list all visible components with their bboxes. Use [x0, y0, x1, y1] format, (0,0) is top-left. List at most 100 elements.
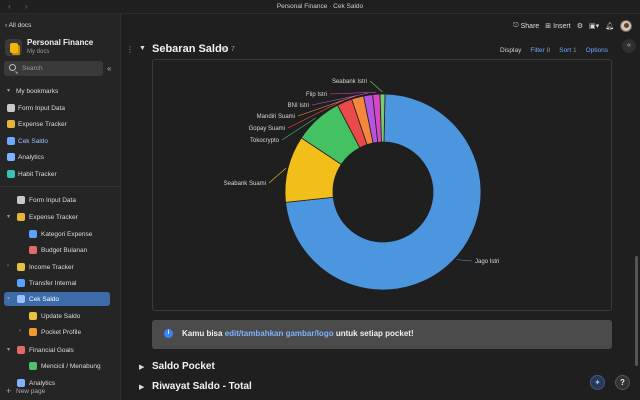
settings-icon[interactable]: ⚙	[576, 23, 583, 30]
leader-line	[329, 91, 377, 95]
view-toolbar: Display Filter 8 Sort 1 Options	[500, 47, 608, 54]
filter-label: Filter	[530, 47, 545, 54]
leader-line	[311, 92, 368, 106]
sort-button[interactable]: Sort 1	[559, 47, 576, 54]
avatar[interactable]	[620, 20, 632, 32]
window-title: Personal Finance · Cek Saldo	[276, 3, 364, 10]
sort-count: 1	[572, 47, 577, 54]
calendar-icon	[29, 246, 37, 254]
insert-button[interactable]: ⊞ Insert	[545, 22, 570, 31]
sidebar-page-label: Mencicil / Menabung	[41, 362, 101, 370]
options-button[interactable]: Options	[585, 47, 608, 54]
chevron-icon[interactable]: ▾	[7, 296, 11, 302]
pie-slice[interactable]	[379, 93, 386, 143]
sidebar-page-label: Pocket Profile	[41, 328, 82, 336]
share-button[interactable]: ⎋ Share	[513, 22, 539, 30]
sidebar-page-item[interactable]: Kategori Expense	[4, 227, 110, 241]
section-heading-riwayat-saldo: Riwayat Saldo - Total	[152, 381, 252, 392]
workspace-logo-icon	[5, 39, 22, 56]
filter-button[interactable]: Filter 8	[530, 47, 550, 54]
bookmark-label: Habit Tracker	[18, 170, 57, 178]
bookmark-item[interactable]: Cek Saldo	[4, 134, 110, 148]
share-icon: ⎋	[513, 22, 519, 29]
scrollbar[interactable]	[635, 256, 638, 366]
sidebar-page-item[interactable]: ▾ Financial Goals	[4, 343, 110, 357]
pie-slice[interactable]	[285, 93, 482, 291]
sidebar-page-label: Cek Saldo	[29, 295, 59, 303]
ai-assistant-icon[interactable]: ✦	[590, 375, 605, 390]
income-icon	[17, 263, 25, 271]
callout-prefix: Kamu bisa	[182, 329, 225, 338]
bookmark-label: Cek Saldo	[18, 137, 48, 145]
expand-triangle-icon[interactable]: ▶	[139, 384, 145, 391]
section-count: 7	[231, 46, 235, 53]
form-icon	[17, 196, 25, 204]
help-icon[interactable]: ?	[615, 375, 630, 390]
section-title: Sebaran Saldo	[152, 43, 229, 55]
bookmark-item[interactable]: Expense Tracker	[4, 117, 110, 131]
sidebar: ‹ All docs Personal Finance My docs Sear…	[0, 14, 121, 400]
display-button[interactable]: Display	[500, 47, 522, 54]
sidebar-page-label: Analytics	[29, 379, 56, 387]
chevron-icon[interactable]: ▾	[7, 214, 11, 220]
chevron-down-icon: ▾	[7, 88, 11, 94]
callout-link[interactable]: edit/tambahkan gambar/logo	[224, 329, 334, 338]
sidebar-page-label: Form Input Data	[29, 196, 76, 204]
slice-label: Flip Istri	[306, 92, 327, 98]
collapse-right-panel-icon[interactable]: «	[622, 39, 636, 53]
info-icon: i	[164, 329, 173, 338]
leader-line	[281, 117, 317, 141]
sidebar-page-item[interactable]: ▾ Expense Tracker	[4, 210, 110, 224]
slice-label: Mandiri Suami	[257, 114, 295, 120]
notification-bell-icon[interactable]: 🔔︎	[605, 23, 614, 30]
doc-icon	[7, 153, 15, 161]
bookmark-item[interactable]: Analytics	[4, 150, 110, 164]
calendar-icon	[7, 170, 15, 178]
collapse-sidebar-icon[interactable]: «	[107, 64, 112, 73]
bookmarks-label: My bookmarks	[16, 87, 59, 95]
section-heading-saldo-pocket: Saldo Pocket	[152, 361, 215, 372]
expand-triangle-icon[interactable]: ▶	[139, 364, 145, 371]
bookmark-item[interactable]: Form Input Data	[4, 101, 110, 115]
sidebar-page-item[interactable]: Budget Bulanan	[4, 243, 110, 257]
collapse-triangle-icon[interactable]: ▼	[139, 45, 146, 52]
chart-card: Jago Istri Seabank Suami Tokocrypto Gopay S…	[152, 59, 612, 311]
leader-line	[268, 168, 287, 184]
sidebar-page-item[interactable]: Analytics	[4, 376, 110, 390]
sidebar-page-label: Financial Goals	[29, 346, 74, 354]
sidebar-page-item[interactable]: › Pocket Profile	[4, 325, 110, 339]
sidebar-page-label: Budget Bulanan	[41, 246, 88, 254]
chevron-icon[interactable]: ›	[19, 328, 21, 334]
sidebar-page-item[interactable]: › Income Tracker	[4, 260, 110, 274]
nav-arrows[interactable]: ‹ ›	[8, 2, 34, 11]
all-docs-link[interactable]: ‹ All docs	[5, 22, 32, 29]
callout-suffix: untuk setiap pocket!	[333, 329, 414, 338]
search-placeholder: Search	[22, 65, 43, 72]
leader-line	[287, 99, 344, 129]
donut-chart: Jago Istri Seabank Suami Tokocrypto Gopay S…	[224, 79, 499, 291]
sidebar-page-item[interactable]: ▾ Cek Saldo	[4, 292, 110, 306]
chevron-icon[interactable]: ›	[7, 263, 9, 269]
header-actions: ⎋ Share ⊞ Insert ⚙ ▣▾ 🔔︎	[513, 20, 632, 32]
form-icon	[7, 104, 15, 112]
sidebar-page-label: Expense Tracker	[29, 213, 78, 221]
block-menu-icon[interactable]: ⋮	[126, 45, 134, 54]
sidebar-page-item[interactable]: Update Saldo	[4, 309, 110, 323]
sidebar-page-item[interactable]: Transfer Internal	[4, 276, 110, 290]
card-icon	[17, 295, 25, 303]
workspace-name[interactable]: Personal Finance	[27, 38, 94, 47]
chevron-icon[interactable]: ▾	[7, 347, 11, 353]
bookmark-item[interactable]: Habit Tracker	[4, 167, 110, 181]
linked-table-icon: ⧉	[221, 46, 226, 53]
sidebar-page-item[interactable]: Mencicil / Menabung	[4, 359, 110, 373]
search-input[interactable]: Search	[4, 61, 103, 76]
workspace-subtitle: My docs	[27, 49, 50, 55]
sidebar-divider	[0, 186, 121, 187]
sidebar-page-item[interactable]: Form Input Data	[4, 193, 110, 207]
new-page-button[interactable]: New page	[16, 388, 46, 395]
leader-line	[369, 80, 383, 93]
bookmarks-header[interactable]: ▾ My bookmarks	[4, 84, 110, 98]
slice-label: BNI Istri	[288, 103, 309, 109]
comments-icon[interactable]: ▣▾	[588, 23, 600, 30]
sidebar-page-label: Kategori Expense	[41, 230, 93, 238]
